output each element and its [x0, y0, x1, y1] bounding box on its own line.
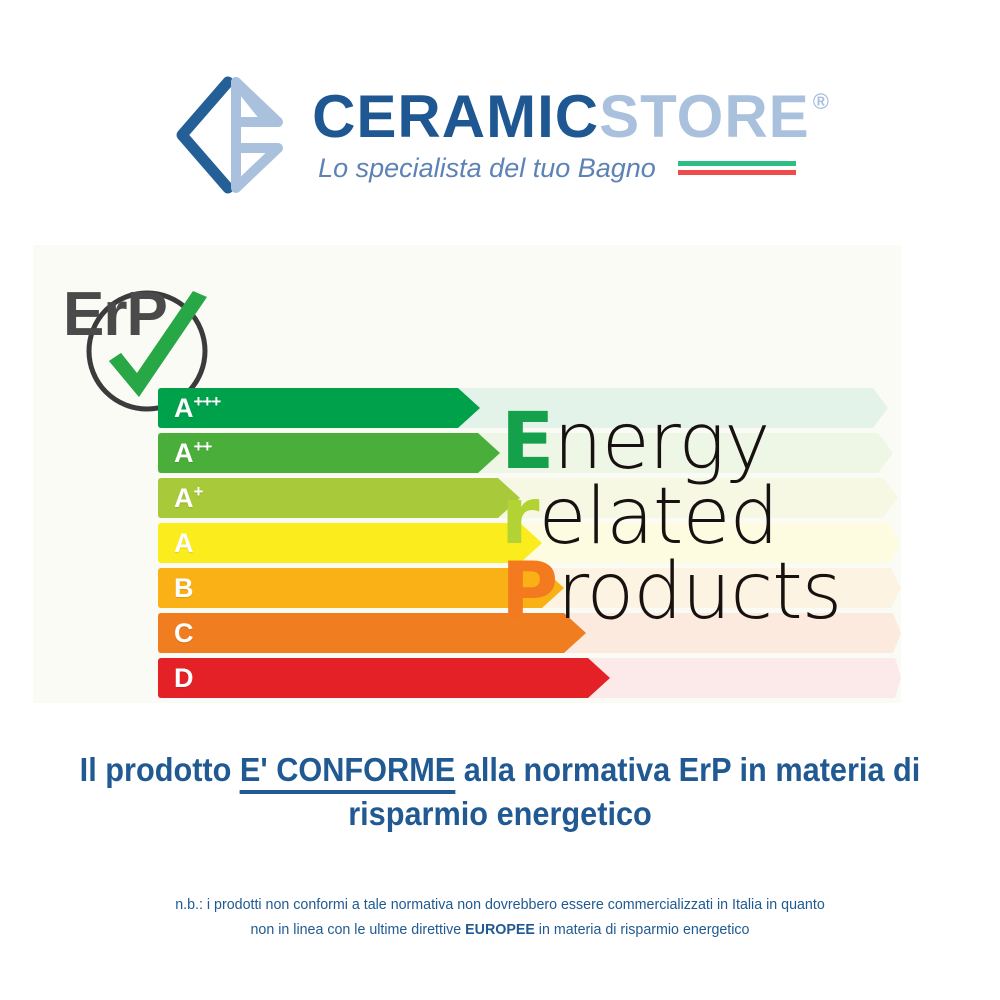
footnote-bold-europee: EUROPEE: [465, 920, 535, 938]
energy-bar-a-plus-plus-plus: A+++: [158, 388, 480, 428]
energy-bar-row: D: [158, 658, 638, 698]
footnote-line-1: n.b.: i prodotti non conformi a tale nor…: [25, 893, 975, 918]
footnote-line-1-text: n.b.: i prodotti non conformi a tale nor…: [175, 896, 825, 913]
footnote-line-2: non in linea con le ultime direttive EUR…: [25, 918, 975, 943]
energy-label-panel: ErP A+++ A++ A+: [33, 245, 901, 703]
energy-bar-label: C: [174, 617, 194, 648]
erp-rest-2: elated: [538, 471, 779, 562]
erp-cap-e: E: [501, 397, 554, 487]
conformity-headline: Il prodotto E' CONFORME alla normativa E…: [35, 748, 965, 835]
chevron-bolt-logo-icon: [176, 76, 284, 194]
energy-bar-a-plus: A+: [158, 478, 520, 518]
energy-bar-row: A: [158, 523, 638, 563]
site-header: CERAMIC STORE ® Lo specialista del tuo Bag…: [0, 60, 1000, 210]
footnote-note: n.b.: i prodotti non conformi a tale nor…: [25, 893, 975, 943]
energy-bar-row: A+: [158, 478, 638, 518]
registered-mark-icon: ®: [812, 88, 830, 114]
energy-bar-label: A+: [174, 481, 203, 513]
energy-bar-label: A++: [174, 436, 212, 468]
erp-check-circle-icon: ErP: [63, 280, 208, 412]
brand-logo[interactable]: CERAMIC STORE ® Lo specialista del tuo Bag…: [170, 76, 830, 194]
energy-bar-label: B: [174, 572, 194, 603]
energy-bar-row: A++: [158, 433, 638, 473]
tagline-row: Lo specialista del tuo Bagno: [318, 153, 796, 184]
brand-wordmark: CERAMIC STORE ®: [312, 82, 830, 150]
erp-cap-r: r: [501, 471, 539, 562]
erp-wordmark: Energy related Products: [501, 403, 842, 631]
erp-word-line-1: Energy: [501, 403, 841, 481]
headline-emphasis: E' CONFORME: [239, 751, 456, 794]
energy-bar-c: C: [158, 613, 586, 653]
energy-bar-b: B: [158, 568, 564, 608]
brand-text-block: CERAMIC STORE ® Lo specialista del tuo Bag…: [312, 82, 830, 184]
erp-word-line-2: related: [501, 478, 841, 556]
headline-part-2: alla normativa ErP in materia di risparm…: [348, 751, 921, 832]
headline-part-1: Il prodotto: [79, 751, 240, 788]
svg-text:ErP: ErP: [63, 280, 167, 349]
erp-conformity-badge: ErP: [47, 273, 247, 423]
erp-cap-p: P: [501, 546, 558, 637]
energy-bar-label: A+++: [174, 391, 221, 423]
energy-class-bars: A+++ A++ A+ A: [158, 388, 638, 703]
energy-bar-label: D: [174, 662, 194, 693]
energy-bar-row: C: [158, 613, 638, 653]
erp-rest-1: nergy: [553, 397, 770, 487]
energy-bar-row: B: [158, 568, 638, 608]
erp-rest-3: roducts: [557, 546, 842, 637]
energy-bar-d: D: [158, 658, 610, 698]
energy-bar-a-plus-plus: A++: [158, 433, 500, 473]
erp-word-line-3: Products: [501, 553, 842, 631]
brand-tagline: Lo specialista del tuo Bagno: [318, 152, 656, 183]
wordmark-primary: CERAMIC: [312, 82, 600, 150]
italian-flag-icon: [677, 161, 796, 176]
footnote-line-2-tail: in materia di risparmio energetico: [534, 920, 750, 938]
footnote-line-2-lead: non in linea con le ultime direttive: [250, 920, 466, 938]
energy-bar-a: A: [158, 523, 542, 563]
energy-bar-row: A+++: [158, 388, 638, 428]
wordmark-secondary: STORE: [599, 82, 810, 150]
energy-bar-label: A: [174, 527, 194, 558]
